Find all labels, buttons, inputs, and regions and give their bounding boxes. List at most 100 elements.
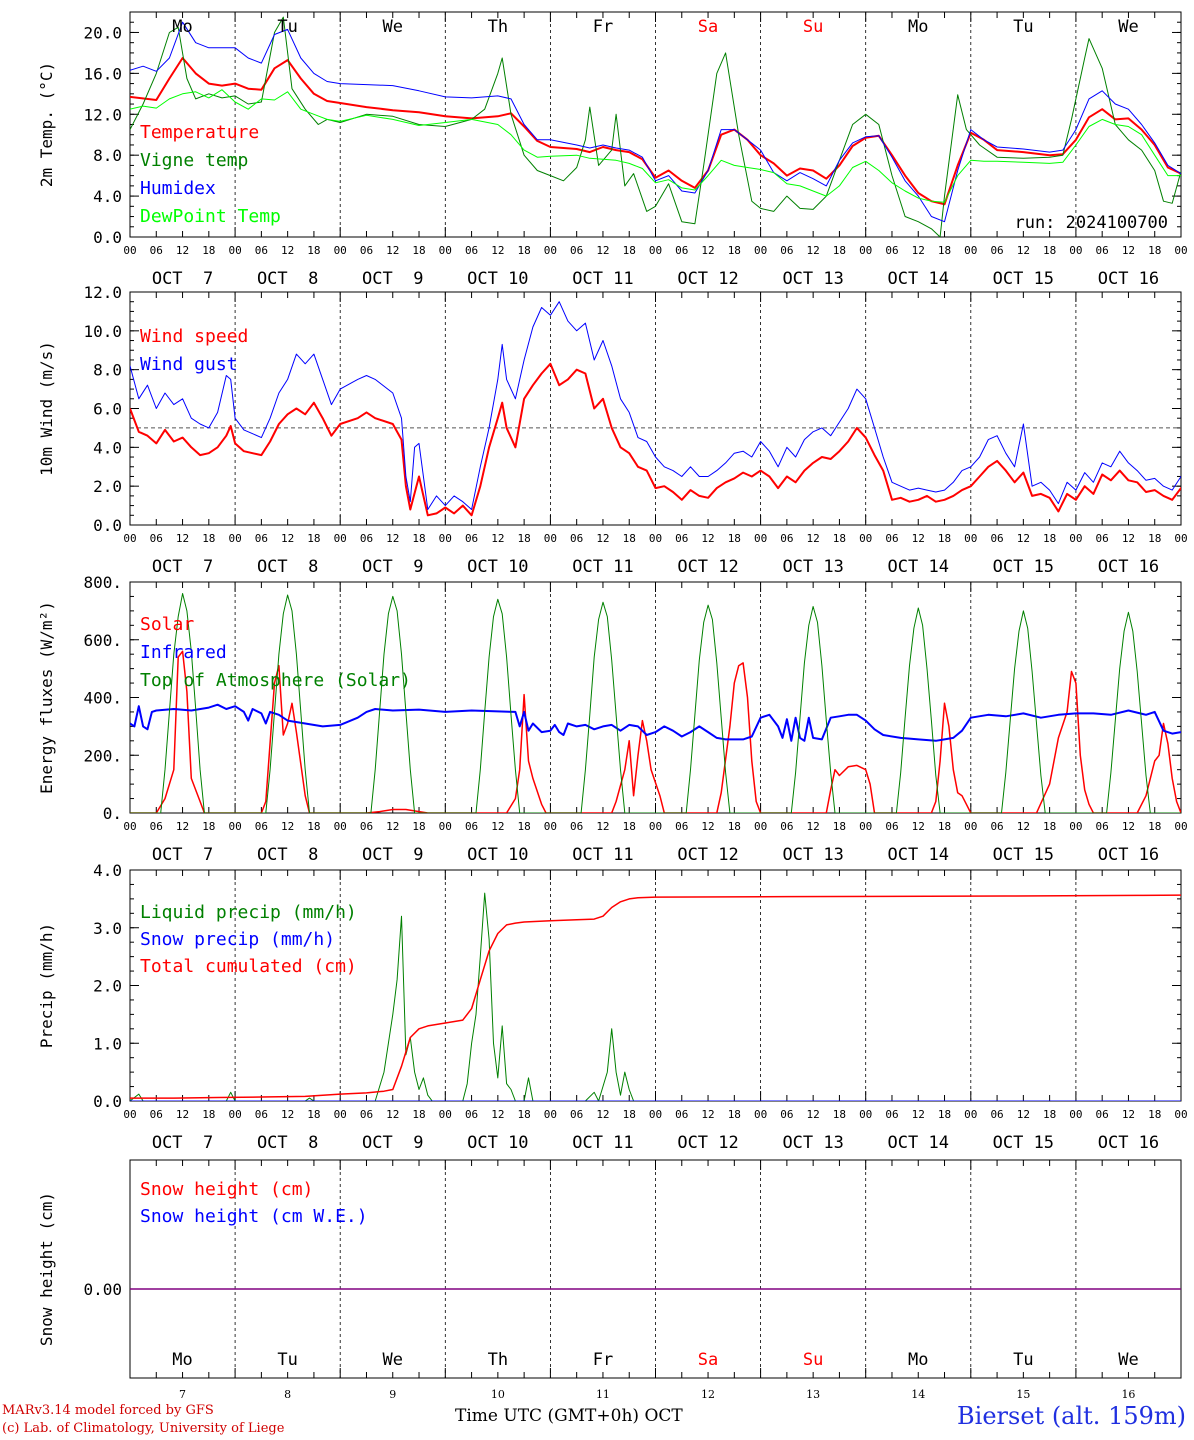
hour-tick-label: 12	[281, 532, 294, 545]
hour-tick-label: 12	[1017, 1108, 1030, 1121]
date-label: OCT 10	[467, 557, 528, 577]
date-label: OCT 11	[572, 845, 633, 865]
series-line-top-of-atmosphere-solar-	[130, 593, 1181, 813]
weekday-label: Mo	[908, 1350, 928, 1370]
date-label: OCT 7	[152, 1133, 213, 1153]
hour-tick-label: 06	[1096, 244, 1109, 257]
hour-tick-label: 00	[1174, 820, 1187, 833]
y-axis-label: 2m Temp. (°C)	[37, 62, 56, 187]
hour-tick-label: 06	[1096, 1108, 1109, 1121]
time-axis-title: Time UTC (GMT+0h) OCT	[455, 1406, 683, 1426]
hour-tick-label: 06	[570, 820, 583, 833]
hour-tick-label: 06	[780, 820, 793, 833]
run-label: run: 2024100700	[1014, 213, 1168, 233]
hour-tick-label: 12	[701, 1108, 714, 1121]
date-label: OCT 13	[782, 845, 843, 865]
hour-tick-label: 12	[386, 244, 399, 257]
date-label: OCT 9	[362, 557, 423, 577]
hour-tick-label: 18	[307, 244, 320, 257]
hour-tick-label: 00	[754, 820, 767, 833]
hour-tick-label: 18	[1148, 820, 1161, 833]
day-number-label: 11	[596, 1388, 610, 1401]
hour-tick-label: 18	[623, 820, 636, 833]
hour-tick-label: 18	[623, 1108, 636, 1121]
hour-tick-label: 00	[123, 1108, 136, 1121]
hour-tick-label: 00	[649, 244, 662, 257]
hour-tick-label: 00	[439, 532, 452, 545]
date-label: OCT 14	[888, 557, 949, 577]
hour-tick-label: 12	[912, 532, 925, 545]
weekday-label: We	[383, 1350, 403, 1370]
hour-tick-label: 00	[439, 820, 452, 833]
weekday-label: Fr	[593, 1350, 613, 1370]
hour-tick-label: 18	[728, 1108, 741, 1121]
y-tick-label: 6.0	[93, 400, 122, 419]
hour-tick-label: 06	[255, 1108, 268, 1121]
hour-tick-label: 06	[885, 1108, 898, 1121]
date-label: OCT 14	[888, 845, 949, 865]
hour-tick-label: 06	[465, 532, 478, 545]
hour-tick-label: 12	[1017, 820, 1030, 833]
hour-tick-label: 18	[728, 820, 741, 833]
hour-tick-label: 00	[964, 1108, 977, 1121]
y-tick-label: 12.0	[83, 283, 122, 302]
y-tick-label: 8.0	[93, 146, 122, 165]
weekday-label: Sa	[698, 1350, 718, 1370]
series-line-humidex	[130, 21, 1181, 223]
copyright-credit: (c) Lab. of Climatology, University of L…	[2, 1421, 285, 1436]
hour-tick-label: 18	[412, 532, 425, 545]
hour-tick-label: 06	[150, 532, 163, 545]
date-label: OCT 8	[257, 269, 318, 289]
hour-tick-label: 12	[596, 1108, 609, 1121]
hour-tick-label: 12	[386, 1108, 399, 1121]
day-number-label: 13	[806, 1388, 820, 1401]
hour-tick-label: 06	[1096, 532, 1109, 545]
y-tick-label: 0.00	[83, 1280, 122, 1299]
y-tick-label: 10.0	[83, 322, 122, 341]
legend-entry: Wind speed	[140, 326, 248, 347]
date-label: OCT 10	[467, 269, 528, 289]
hour-tick-label: 12	[701, 244, 714, 257]
y-tick-label: 4.0	[93, 861, 122, 880]
y-axis-label: Precip (mm/h)	[37, 923, 56, 1048]
series-line-liquid-precip-mm-h-	[130, 892, 1181, 1101]
hour-tick-label: 06	[570, 244, 583, 257]
hour-tick-label: 18	[518, 820, 531, 833]
legend-entry: Top of Atmosphere (Solar)	[140, 670, 411, 691]
weekday-label: Sa	[698, 17, 718, 37]
date-label: OCT 8	[257, 557, 318, 577]
hour-tick-label: 18	[938, 820, 951, 833]
hour-tick-label: 12	[1122, 244, 1135, 257]
model-credit: MARv3.14 model forced by GFS	[2, 1403, 214, 1418]
hour-tick-label: 12	[912, 1108, 925, 1121]
hour-tick-label: 00	[1069, 532, 1082, 545]
y-tick-label: 12.0	[83, 105, 122, 124]
hour-tick-label: 00	[1174, 532, 1187, 545]
hour-tick-label: 06	[990, 820, 1003, 833]
series-line-dewpoint-temp	[130, 89, 1181, 203]
hour-tick-label: 12	[1122, 1108, 1135, 1121]
hour-tick-label: 12	[491, 244, 504, 257]
y-tick-label: 0.	[103, 804, 122, 823]
hour-tick-label: 12	[491, 820, 504, 833]
hour-tick-label: 18	[518, 532, 531, 545]
hour-tick-label: 06	[990, 244, 1003, 257]
hour-tick-label: 18	[1043, 820, 1056, 833]
date-label: OCT 15	[993, 269, 1054, 289]
y-tick-label: 200.	[83, 746, 122, 765]
hour-tick-label: 00	[334, 244, 347, 257]
date-label: OCT 16	[1098, 269, 1159, 289]
hour-tick-label: 00	[334, 820, 347, 833]
weekday-label: Th	[488, 1350, 508, 1370]
hour-tick-label: 12	[701, 820, 714, 833]
hour-tick-label: 00	[964, 532, 977, 545]
y-tick-label: 3.0	[93, 919, 122, 938]
legend-entry: Solar	[140, 614, 194, 635]
hour-tick-label: 18	[1043, 1108, 1056, 1121]
hour-tick-label: 12	[596, 820, 609, 833]
hour-tick-label: 06	[360, 820, 373, 833]
hour-tick-label: 06	[255, 820, 268, 833]
hour-tick-label: 18	[307, 1108, 320, 1121]
hour-tick-label: 12	[386, 820, 399, 833]
hour-tick-label: 18	[412, 1108, 425, 1121]
